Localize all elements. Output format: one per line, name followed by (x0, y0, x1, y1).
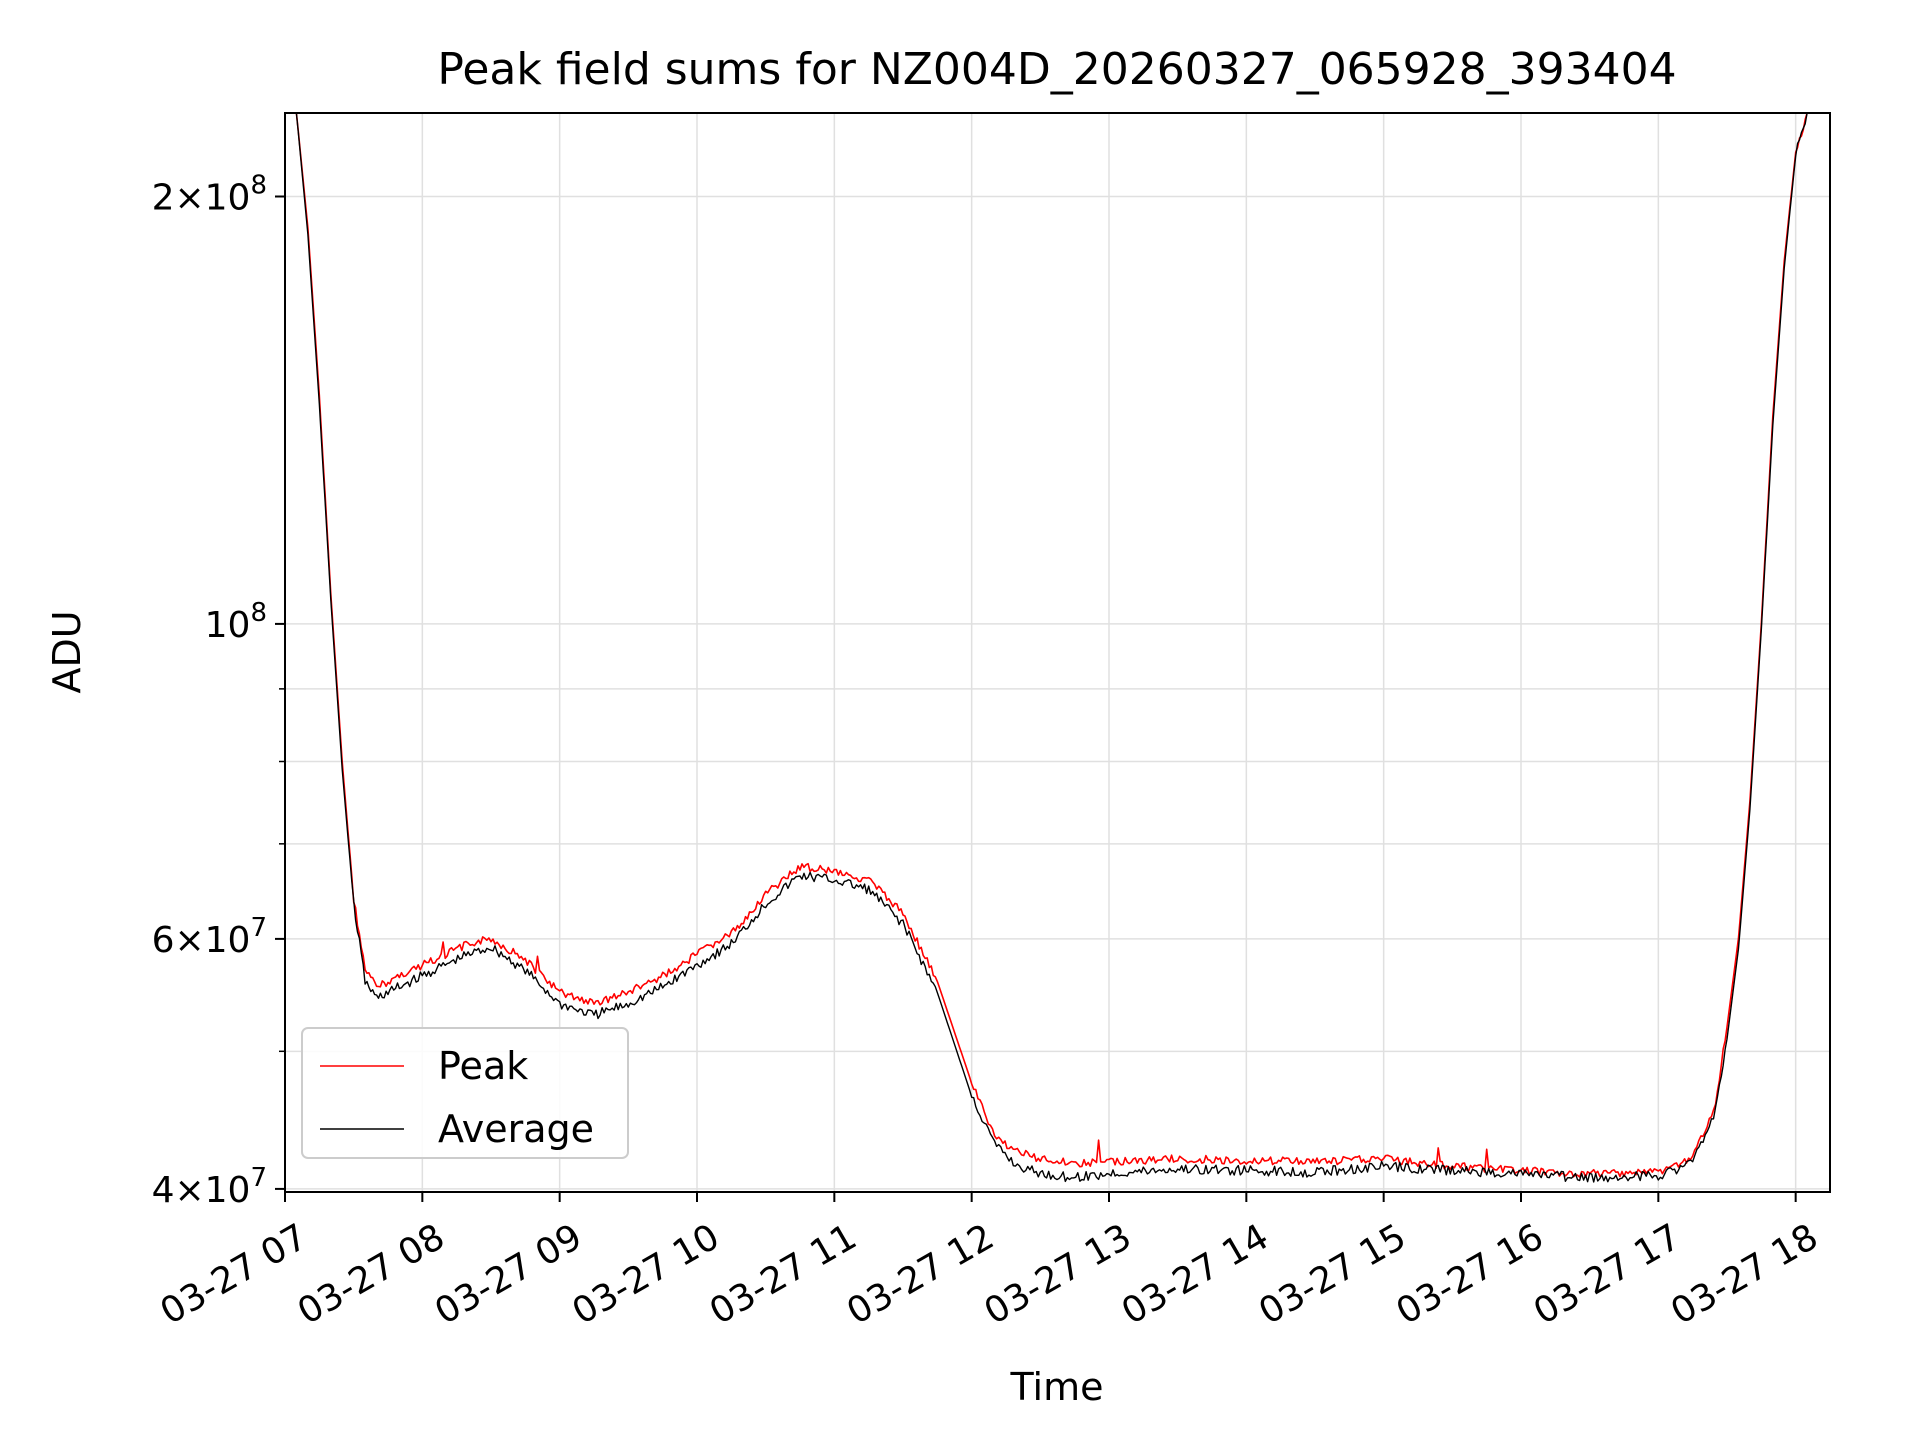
series-line-peak (295, 113, 1808, 1178)
chart-title: Peak field sums for NZ004D_20260327_0659… (437, 44, 1676, 95)
y-tick-label: 2×108 (152, 170, 267, 218)
y-tick-label: 6×107 (152, 913, 267, 961)
y-axis-label: ADU (45, 610, 89, 693)
series-line-average (295, 113, 1808, 1183)
y-tick-label: 4×107 (152, 1163, 267, 1211)
legend-label-average: Average (438, 1107, 594, 1151)
legend-box (301, 1027, 629, 1159)
legend-label-peak: Peak (438, 1044, 528, 1088)
legend: Peak Average (301, 1027, 629, 1159)
grid (284, 113, 1830, 1192)
y-tick-label: 108 (205, 598, 267, 646)
y-axis: 4×107 6×107 108 2×108 (152, 170, 285, 1211)
plot-area (295, 113, 1808, 1183)
axes-frame (284, 112, 1831, 1193)
x-axis-label: Time (1010, 1365, 1104, 1409)
